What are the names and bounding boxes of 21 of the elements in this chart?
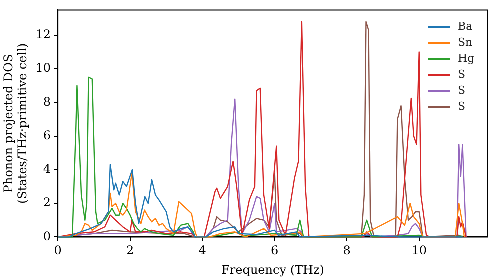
legend-label: Sn <box>458 36 473 50</box>
x-tick-label: 4 <box>198 244 207 258</box>
y-tick-label: 2 <box>43 196 52 210</box>
legend-label: Hg <box>458 52 475 66</box>
legend-label: S <box>458 84 466 98</box>
y-tick-label: 10 <box>36 61 52 76</box>
x-tick-label: 10 <box>412 244 427 258</box>
x-tick-label: 6 <box>271 244 279 258</box>
y-tick-label: 6 <box>43 128 52 142</box>
x-tick-label: 2 <box>126 244 134 258</box>
x-axis-title: Frequency (THz) <box>222 262 324 277</box>
y-tick-label: 4 <box>43 162 52 176</box>
y-tick-label: 0 <box>43 229 52 244</box>
x-tick-label: 8 <box>343 244 351 258</box>
legend-label: S <box>458 68 466 82</box>
x-tick-label: 0 <box>54 244 62 258</box>
y-tick-label: 8 <box>43 94 52 109</box>
y-axis-title: Phonon projected DOS (States/THz·primitive cell) <box>1 43 30 204</box>
y-tick-label: 12 <box>36 28 52 42</box>
legend-label: Ba <box>458 20 474 34</box>
legend-label: S <box>458 100 466 114</box>
